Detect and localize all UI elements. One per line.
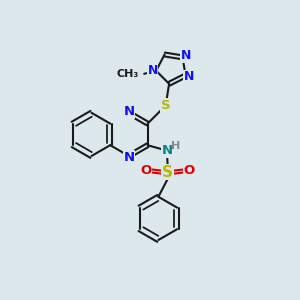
Text: S: S xyxy=(162,165,173,180)
Text: O: O xyxy=(184,164,195,178)
Text: N: N xyxy=(123,151,134,164)
Text: N: N xyxy=(147,64,158,77)
Text: N: N xyxy=(162,144,173,157)
Text: H: H xyxy=(172,141,181,152)
Text: CH₃: CH₃ xyxy=(116,69,139,79)
Text: O: O xyxy=(140,164,152,178)
Text: N: N xyxy=(181,49,191,62)
Text: N: N xyxy=(184,70,194,83)
Text: S: S xyxy=(161,99,170,112)
Text: N: N xyxy=(123,105,134,118)
